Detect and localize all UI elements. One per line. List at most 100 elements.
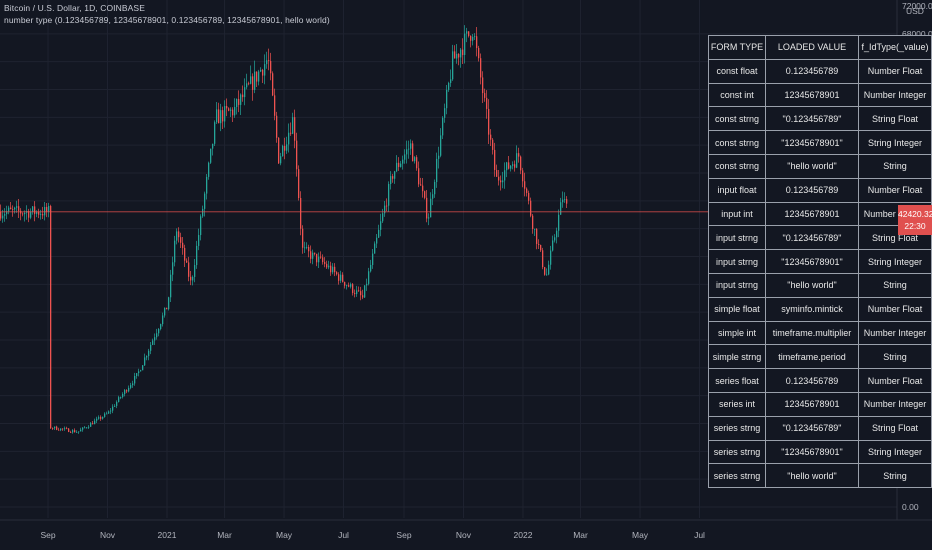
candle-body xyxy=(184,247,186,261)
candle-body xyxy=(424,191,426,198)
candle-body xyxy=(16,206,18,208)
candle-body xyxy=(312,252,314,259)
candle-body xyxy=(284,145,286,151)
candle-body xyxy=(92,423,94,425)
candle-body xyxy=(470,35,472,41)
candle-body xyxy=(456,53,458,59)
time-axis-label: Nov xyxy=(456,530,472,540)
candle-body xyxy=(182,242,184,248)
candle-body xyxy=(372,253,374,265)
candle-body xyxy=(464,33,466,55)
candle-body xyxy=(438,155,440,159)
candle-body xyxy=(134,376,136,384)
time-axis-label: Jul xyxy=(338,530,349,540)
candle-body xyxy=(422,185,424,192)
candle-body xyxy=(446,89,448,109)
candle-body xyxy=(256,71,258,82)
candle-body xyxy=(364,285,366,298)
candle-body xyxy=(94,420,96,425)
candle-body xyxy=(390,176,392,185)
candle-body xyxy=(544,267,546,275)
table-cell: const strng xyxy=(708,106,766,132)
candle-body xyxy=(102,416,104,419)
table-cell: Number Integer xyxy=(858,320,932,346)
candle-body xyxy=(468,31,470,36)
candle-body xyxy=(128,387,130,392)
table-cell: String Float xyxy=(858,415,932,441)
time-axis-label: May xyxy=(276,530,293,540)
candle-body xyxy=(116,401,118,406)
candle-body xyxy=(386,205,388,207)
candle-body xyxy=(480,58,482,78)
table-cell: Number Float xyxy=(858,296,932,322)
candle-body xyxy=(308,247,310,252)
candle-body xyxy=(152,340,154,345)
table-cell: 12345678901 xyxy=(765,82,859,108)
table-cell: series strng xyxy=(708,415,766,441)
candle-body xyxy=(88,426,90,428)
candle-body xyxy=(96,418,98,421)
candle-body xyxy=(228,108,230,111)
candle-body xyxy=(74,430,76,433)
candle-body xyxy=(374,243,376,254)
candle-body xyxy=(458,53,460,58)
candle-body xyxy=(162,315,164,325)
indicator-legend[interactable]: number type (0.123456789, 12345678901, 0… xyxy=(4,15,330,25)
candle-body xyxy=(172,262,174,275)
candle-body xyxy=(222,110,224,122)
candle-body xyxy=(360,291,362,296)
candle-body xyxy=(206,176,208,194)
candle-body xyxy=(214,122,216,144)
candle-body xyxy=(356,290,358,294)
table-row: series strng "12345678901" String Integer xyxy=(708,439,932,465)
candle-body xyxy=(100,417,102,419)
candle-body xyxy=(62,428,64,430)
table-cell: String Integer xyxy=(858,439,932,465)
candle-body xyxy=(126,390,128,392)
candle-body xyxy=(78,431,80,433)
candle-body xyxy=(524,181,526,189)
candle-body xyxy=(132,383,134,386)
table-cell: "0.123456789" xyxy=(765,415,859,441)
candle-body xyxy=(244,87,246,98)
candle-body xyxy=(296,140,298,170)
candle-body xyxy=(536,228,538,244)
time-axis-label: Jul xyxy=(694,530,705,540)
candle-body xyxy=(376,237,378,244)
candle-body xyxy=(494,149,496,170)
currency-label: USD xyxy=(906,6,924,16)
candle-body xyxy=(270,61,272,74)
candle-body xyxy=(502,180,504,183)
candle-body xyxy=(554,237,556,241)
table-row: input strng "12345678901" String Integer xyxy=(708,249,932,274)
candle-body xyxy=(176,231,178,241)
candle-body xyxy=(104,413,106,417)
candle-body xyxy=(310,251,312,259)
candle-body xyxy=(436,158,438,183)
table-cell: String Integer xyxy=(858,249,932,274)
candle-body xyxy=(8,207,10,212)
table-cell: 0.123456789 xyxy=(765,58,859,84)
candle-body xyxy=(70,431,72,433)
candle-body xyxy=(242,94,244,98)
table-cell: const float xyxy=(708,58,766,84)
table-cell: const int xyxy=(708,82,766,108)
candle-body xyxy=(410,143,412,149)
candle-body xyxy=(248,83,250,85)
candle-body xyxy=(514,164,516,168)
symbol-title: Bitcoin / U.S. Dollar, 1D, COINBASE xyxy=(4,3,145,13)
candle-body xyxy=(4,214,6,216)
table-cell: series strng xyxy=(708,439,766,465)
candle-body xyxy=(124,390,126,394)
candle-body xyxy=(34,206,36,214)
candle-body xyxy=(394,171,396,179)
candle-body xyxy=(388,184,390,206)
table-row: series float 0.123456789 Number Float xyxy=(708,368,932,393)
candle-body xyxy=(282,145,284,157)
table-cell: String xyxy=(858,153,932,179)
candle-body xyxy=(342,274,344,282)
candle-body xyxy=(564,199,566,200)
candle-body xyxy=(406,149,408,155)
candle-body xyxy=(562,199,564,203)
table-cell: String Float xyxy=(858,106,932,132)
